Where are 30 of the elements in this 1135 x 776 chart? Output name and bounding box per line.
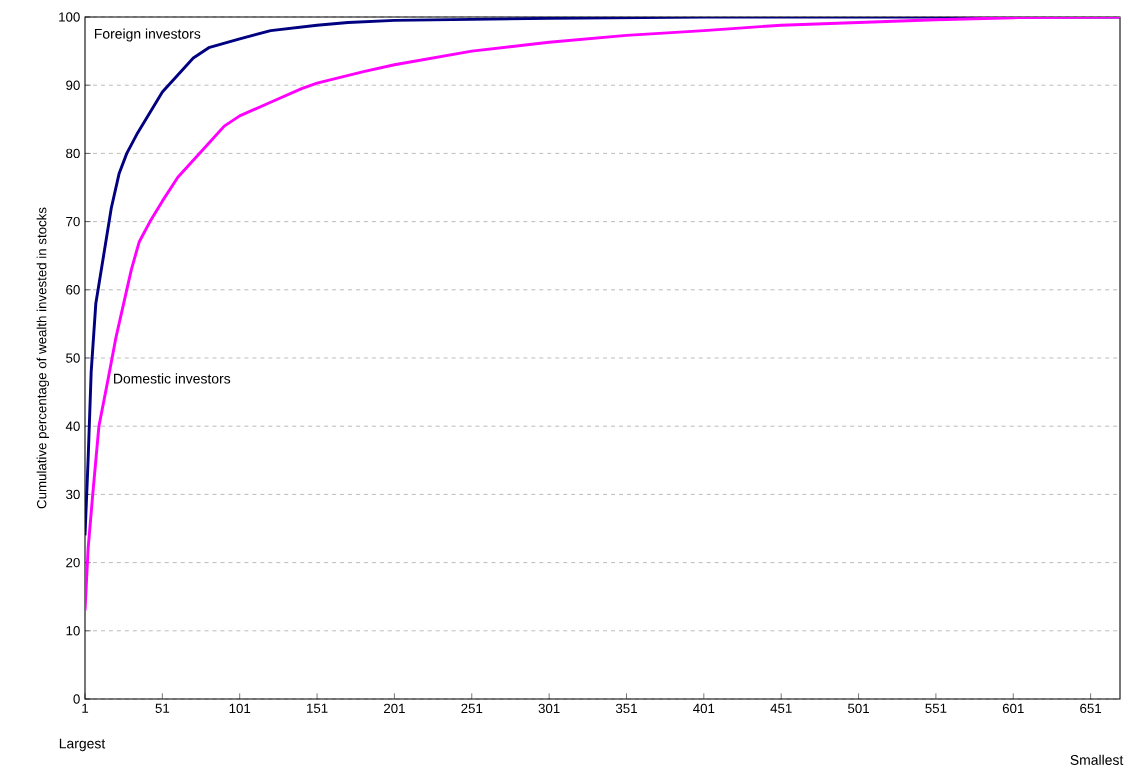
y-tick-label: 70 [66,216,80,227]
x-tick-label: 651 [1080,703,1102,714]
x-tick-label: 451 [770,703,792,713]
text: Largest [59,738,106,752]
y-tick-label: 100 [59,12,80,22]
x-tick-label: 551 [925,703,947,713]
x-tick-label: 1 [82,703,89,713]
x-tick-label: 301 [538,703,560,714]
x-tick-label: 201 [384,703,405,714]
y-tick-label: 0 [73,694,80,704]
x-tick-label: 501 [848,703,869,714]
y-tick-label: 30 [66,489,80,500]
text: Smallest [1070,754,1124,765]
series-label: Foreign investors [94,28,201,42]
y-tick-label: 50 [66,353,80,363]
y-tick-label: 40 [65,421,80,431]
y-axis-title: Cumulative percentage of wealth invested in stocks [36,207,50,509]
x-tick-label: 251 [461,703,483,714]
y-tick-label: 20 [66,557,80,568]
x-tick-label: 351 [615,703,637,714]
x-tick-label: 101 [229,703,251,714]
y-tick-label: 10 [66,626,80,636]
series-label: Domestic investors [114,373,231,384]
x-tick-label: 401 [693,703,715,714]
y-tick-label: 90 [66,80,80,90]
y-tick-label: 60 [66,285,80,295]
x-tick-label: 151 [307,703,328,713]
y-tick-label: 80 [66,148,80,159]
x-tick-label: 51 [155,703,170,713]
x-tick-label: 601 [1002,703,1024,714]
